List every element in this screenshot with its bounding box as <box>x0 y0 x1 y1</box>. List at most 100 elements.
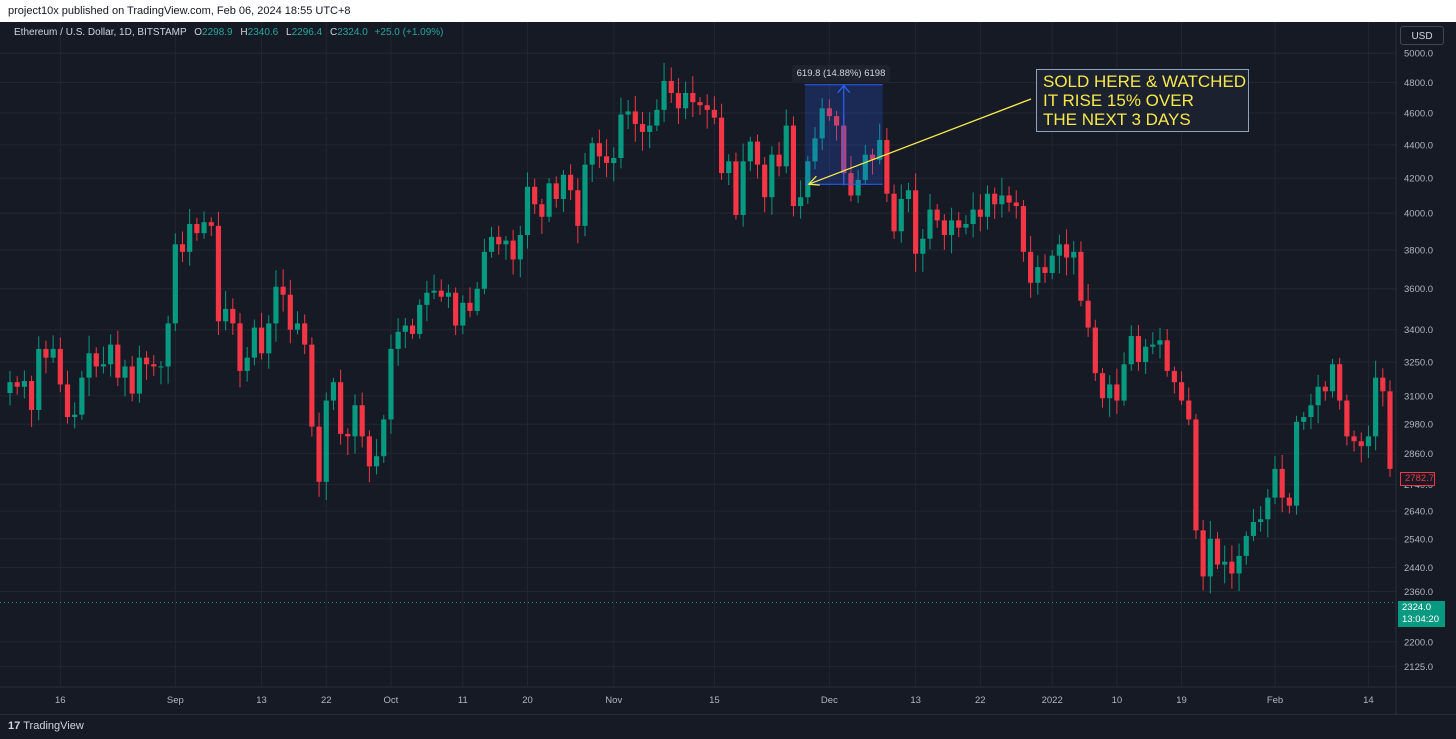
low-value: 2296.4 <box>291 27 323 38</box>
candle-body <box>21 381 27 387</box>
candle <box>57 337 63 393</box>
candle <box>1114 368 1120 414</box>
candle-body <box>122 366 128 378</box>
candle-body <box>1006 195 1012 203</box>
candle-body <box>1250 522 1257 536</box>
candle-body <box>884 139 890 194</box>
candle-body <box>798 197 804 207</box>
candle-body <box>546 183 552 217</box>
candle-body <box>1128 336 1134 365</box>
tradingview-logo[interactable]: 17 TradingView <box>8 720 84 732</box>
price-chart[interactable]: 5000.0 4800.0 4600.0 4400.0 4200.0 4000.0 3800… <box>0 22 1456 714</box>
chart-area[interactable]: 5000.0 4800.0 4600.0 4400.0 4200.0 4000.0 3800… <box>0 22 1456 714</box>
candle-body <box>668 80 674 93</box>
candle <box>647 112 653 149</box>
candle <box>86 335 92 397</box>
candle-body <box>877 139 883 160</box>
candle-body <box>273 286 279 324</box>
y-tick-label: 3250.0 <box>1404 358 1433 369</box>
candle-body <box>1164 340 1170 371</box>
candle-body <box>783 125 789 167</box>
candle-body <box>1078 251 1084 301</box>
measure-label: 619.8 (14.88%) 6198 <box>792 65 890 83</box>
candle <box>819 98 825 151</box>
currency-button[interactable]: USD <box>1400 26 1444 45</box>
candle-body <box>57 348 63 385</box>
x-tick-label: Feb <box>1267 695 1283 706</box>
candle <box>50 335 56 364</box>
candle <box>143 351 150 380</box>
candle <box>64 370 71 424</box>
candle-body <box>977 209 983 217</box>
symbol-legend[interactable]: Ethereum / U.S. Dollar, 1D, BITSTAMP O22… <box>14 27 444 38</box>
candle <box>891 184 897 239</box>
candle <box>366 430 372 483</box>
candle <box>172 233 178 332</box>
candle-body <box>1351 436 1357 442</box>
candle <box>1157 327 1163 359</box>
candle-body <box>1042 267 1048 273</box>
candle-body <box>86 353 92 378</box>
candle-body <box>718 117 725 174</box>
candle-body <box>1229 561 1235 574</box>
candle <box>769 146 775 215</box>
candle-body <box>661 80 667 110</box>
candle-body <box>352 405 358 437</box>
candle <box>575 178 581 244</box>
candle <box>869 148 876 175</box>
candle <box>460 295 466 335</box>
candle <box>158 361 164 385</box>
candle <box>244 346 250 382</box>
candle <box>417 299 423 339</box>
candle-body <box>302 323 308 345</box>
candle-body <box>1150 344 1156 347</box>
candle <box>503 236 509 260</box>
candle-body <box>1143 346 1149 363</box>
candle-body <box>43 348 49 358</box>
candle <box>129 355 135 402</box>
candle-body <box>266 323 272 354</box>
candle <box>1171 366 1177 394</box>
candle <box>898 184 904 243</box>
candle <box>704 94 710 129</box>
x-tick-label: 14 <box>1363 695 1374 706</box>
candle-body <box>618 114 624 158</box>
annotation-box[interactable]: SOLD HERE & WATCHED IT RISE 15% OVER THE… <box>1036 69 1249 132</box>
y-tick-label: 4200.0 <box>1404 174 1433 185</box>
candle-body <box>603 156 610 163</box>
arrow-head <box>807 175 820 186</box>
candle-body <box>93 353 99 367</box>
candle <box>309 337 315 437</box>
candle-body <box>517 235 523 260</box>
candle-body <box>833 116 840 126</box>
candle <box>683 81 689 120</box>
x-tick-label: 22 <box>321 695 332 706</box>
candle <box>187 208 193 266</box>
candle <box>1186 387 1192 426</box>
candle-body <box>129 366 135 394</box>
y-tick-label: 2200.0 <box>1404 637 1433 648</box>
candle <box>927 193 933 249</box>
candle-body <box>726 161 732 174</box>
candle <box>402 317 408 349</box>
candle <box>1214 532 1221 569</box>
candle-body <box>474 288 480 311</box>
candle-body <box>1279 468 1285 498</box>
close-value: 2324.0 <box>337 27 368 38</box>
candle <box>1380 368 1386 407</box>
candle <box>1085 283 1091 337</box>
candle-body <box>560 174 567 199</box>
candle-body <box>431 290 437 293</box>
candle <box>798 180 804 219</box>
open-value: 2298.9 <box>202 27 233 38</box>
candle-body <box>654 109 660 126</box>
candle <box>625 100 631 130</box>
candle-body <box>1071 251 1077 258</box>
candle-body <box>481 251 487 289</box>
candle-body <box>927 209 933 239</box>
candle <box>1207 520 1213 594</box>
candle-body <box>740 161 746 215</box>
candle-body <box>64 384 71 418</box>
candle <box>977 194 983 232</box>
annotation-line-1: SOLD HERE & WATCHED <box>1043 72 1247 91</box>
